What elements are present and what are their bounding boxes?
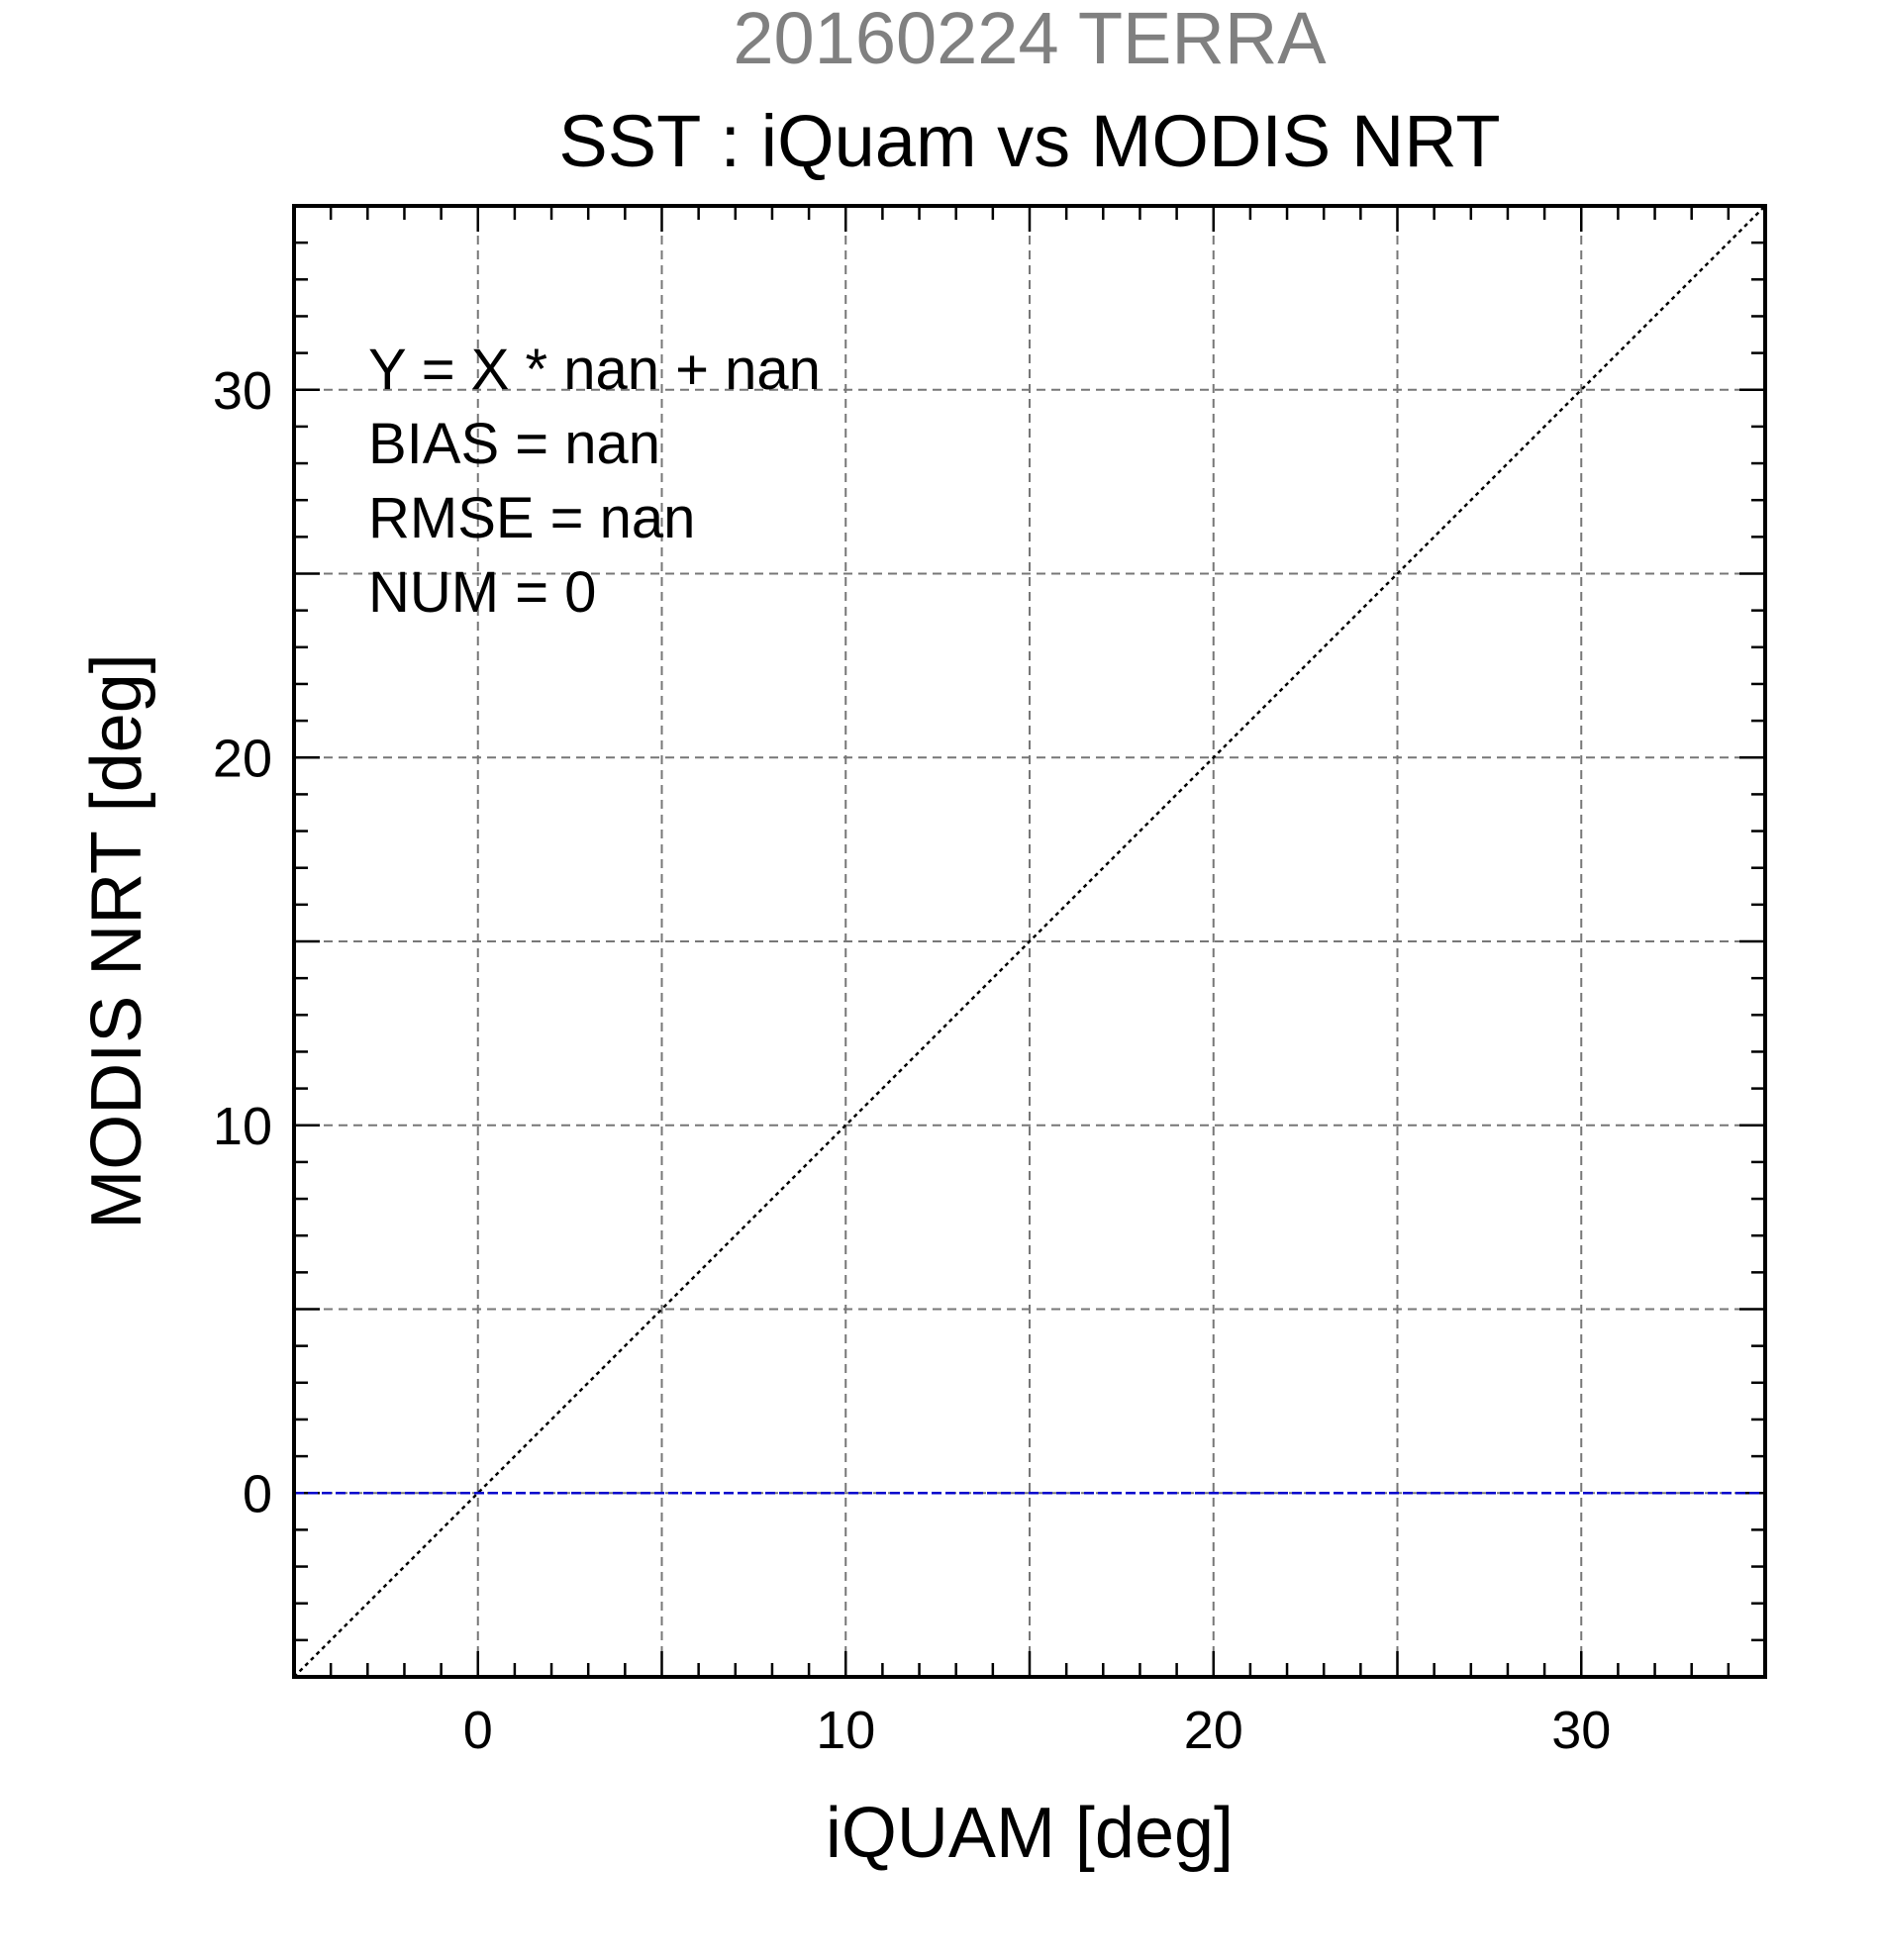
tick-labels: 0 10 20 30 0 10 20 30: [213, 361, 1611, 1760]
x-tick-label: 30: [1551, 1701, 1611, 1760]
reference-lines: [293, 205, 1766, 1678]
x-tick-label: 0: [463, 1701, 493, 1760]
stat-line: NUM = 0: [368, 560, 596, 625]
stat-line: Y = X * nan + nan: [368, 338, 821, 402]
stat-line: BIAS = nan: [368, 412, 660, 476]
plot-frame: [292, 204, 1767, 1679]
y-tick-label: 30: [213, 361, 272, 421]
chart-supertitle: 20160224 TERRA: [733, 0, 1327, 79]
x-tick-label: 20: [1184, 1701, 1243, 1760]
identity-reference-line: [293, 205, 1766, 1678]
grid-lines: [294, 206, 1765, 1677]
y-tick-label: 0: [243, 1464, 272, 1523]
y-axis-label: MODIS NRT [deg]: [77, 653, 156, 1229]
y-tick-label: 20: [213, 729, 272, 788]
stats-annotation: Y = X * nan + nan BIAS = nan RMSE = nan NUM…: [368, 338, 821, 625]
x-tick-label: 10: [816, 1701, 875, 1760]
x-axis-label: iQUAM [deg]: [826, 1794, 1234, 1873]
y-tick-label: 10: [213, 1097, 272, 1156]
chart-title: SST : iQuam vs MODIS NRT: [558, 100, 1500, 182]
stat-line: RMSE = nan: [368, 486, 695, 550]
